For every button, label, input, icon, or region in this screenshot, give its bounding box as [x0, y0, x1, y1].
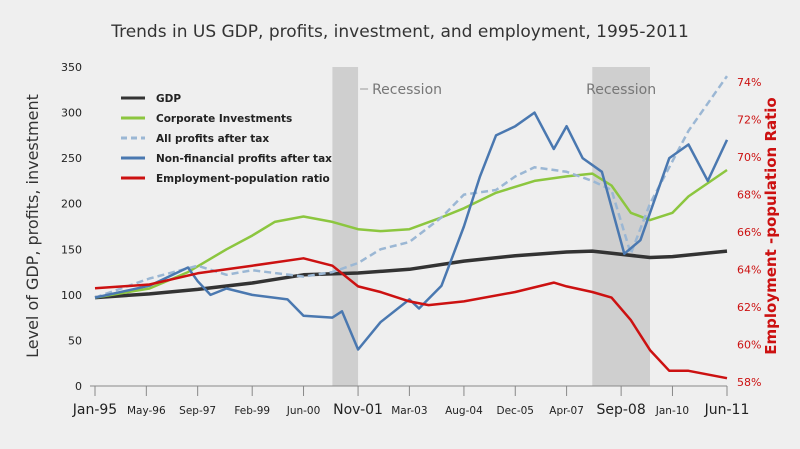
y-tick-label: 50	[68, 334, 82, 347]
y2-tick-label: 64%	[737, 264, 761, 277]
x-tick-label: Jan-10	[655, 405, 689, 417]
x-tick-label: Jun-11	[704, 402, 750, 418]
series-line-employment-population-ratio	[94, 257, 728, 380]
x-tick-label: Dec-05	[497, 405, 534, 417]
x-tick-label: May-96	[127, 405, 166, 417]
legend-label: GDP	[156, 93, 181, 105]
y2-axis-label: Employment -population Ratio	[762, 97, 780, 354]
legend-label: Non-financial profits after tax	[156, 153, 332, 165]
series-line-gdp	[94, 249, 728, 300]
legend-label: All profits after tax	[156, 133, 269, 145]
y-axis-label: Level of GDP, profits, investment	[23, 94, 42, 358]
x-tick-label: Nov-01	[333, 402, 383, 418]
x-tick-label: Feb-99	[234, 405, 270, 417]
x-tick-label: Sep-97	[179, 405, 216, 417]
y2-tick-label: 58%	[737, 376, 761, 389]
y2-tick-label: 66%	[737, 226, 761, 239]
y2-tick-label: 68%	[737, 189, 761, 202]
x-tick-label: Sep-08	[596, 402, 645, 418]
legend-label: Corporate Investments	[156, 113, 292, 125]
legend-label: Employment-population ratio	[156, 173, 330, 185]
y2-tick-label: 70%	[737, 151, 761, 164]
y-tick-label: 200	[61, 198, 82, 211]
recession-label: Recession	[372, 82, 442, 98]
y-tick-label: 0	[75, 380, 82, 393]
recession-label: Recession	[586, 82, 656, 98]
x-tick-label: Aug-04	[445, 405, 483, 417]
y-tick-label: 300	[61, 107, 82, 120]
y-tick-label: 100	[61, 289, 82, 302]
x-tick-label: Apr-07	[549, 405, 584, 417]
y-tick-label: 350	[61, 61, 82, 74]
chart-title: Trends in US GDP, profits, investment, a…	[110, 22, 689, 42]
y2-tick-label: 74%	[737, 76, 761, 89]
y2-tick-label: 60%	[737, 339, 761, 352]
series-line-non-financial-profits-after-tax	[94, 111, 729, 351]
x-tick-label: Jun-00	[286, 405, 321, 417]
y2-tick-label: 72%	[737, 114, 761, 127]
x-tick-label: Jan-95	[72, 402, 117, 418]
x-tick-label: Mar-03	[391, 405, 427, 417]
y-tick-label: 150	[61, 243, 82, 256]
y2-tick-label: 62%	[737, 301, 761, 314]
y-tick-label: 250	[61, 152, 82, 165]
